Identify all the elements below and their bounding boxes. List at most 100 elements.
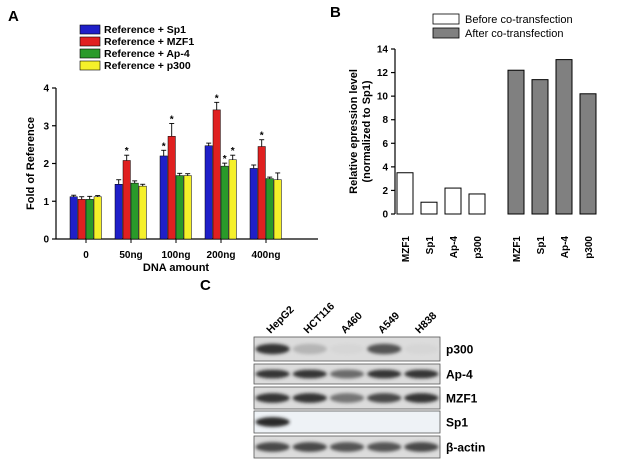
chart-a-bar (85, 199, 94, 240)
chart-b-bar (531, 79, 549, 215)
chart-b-x-tick-label: Ap-4 (449, 236, 460, 259)
chart-b-x-tick-label: MZF1 (512, 236, 523, 263)
chart-b-y-tick-label: 10 (377, 92, 389, 103)
chart-a-x-tick-label: 200ng (207, 250, 236, 261)
chart-a-bar (249, 168, 258, 240)
chart-b-y-tick-label: 4 (382, 162, 388, 173)
chart-a-bar (228, 159, 237, 240)
chart-a-significance-star: * (231, 146, 235, 157)
chart-a-bar (122, 160, 131, 240)
chart-a-legend-swatch (79, 48, 101, 59)
blot-band (404, 393, 439, 403)
chart-a-bar (77, 199, 86, 240)
chart-b-legend-swatch (432, 27, 460, 39)
blot-lane-label: HepG2 (264, 304, 297, 337)
blot-band (329, 442, 365, 452)
chart-a-significance-star: * (162, 141, 166, 152)
blot-strip (253, 410, 441, 434)
chart-b-y-tick-label: 6 (382, 139, 388, 150)
chart-a-legend-swatch (79, 60, 101, 71)
chart-b-bar (555, 59, 573, 215)
chart-a-bar (204, 145, 213, 240)
chart-a-bar (220, 165, 229, 240)
blot-band (367, 393, 402, 403)
blot-lane-label: H838 (413, 310, 439, 336)
blot-band (404, 369, 439, 379)
blot-band (292, 343, 327, 355)
chart-b-bar (468, 193, 486, 215)
chart-b-x-tick-label: Sp1 (425, 236, 436, 255)
blot-band (255, 417, 290, 427)
chart-a-y-tick-label: 4 (43, 84, 49, 95)
blot-band (292, 369, 327, 379)
blot-band (404, 343, 439, 355)
blot-band (367, 369, 402, 379)
panel-letter-a: A (8, 8, 19, 25)
chart-a-x-tick-label: 400ng (252, 250, 281, 261)
chart-b-y-tick-label: 12 (377, 68, 389, 79)
chart-a-y-axis-label: Fold of Reference (25, 117, 37, 210)
chart-a-bar (265, 178, 274, 240)
chart-b-legend-label: Before co-transfection (465, 14, 573, 26)
panel-letter-c: C (200, 277, 211, 294)
chart-a-significance-star: * (260, 131, 264, 142)
blot-band (255, 343, 290, 355)
blot-row-label: MZF1 (446, 392, 478, 406)
chart-a-bar (257, 146, 266, 240)
chart-a-significance-star: * (170, 114, 174, 125)
blot-band (329, 343, 365, 355)
blot-band (329, 393, 365, 403)
chart-b-x-tick-label: Sp1 (536, 236, 547, 255)
chart-a: Fold of Reference DNA amount 0 1 2 3 4 0 50ng 1… (25, 24, 318, 274)
chart-a-bar (130, 182, 139, 240)
chart-b-bar (579, 93, 597, 215)
chart-a-y-tick-label: 3 (43, 121, 49, 132)
blot-lane-label: A549 (376, 310, 402, 336)
chart-b-bar (420, 201, 438, 215)
blot-band (255, 442, 290, 452)
chart-b-x-tick-label: Ap-4 (560, 236, 571, 259)
blot-band (292, 442, 327, 452)
chart-b-y-tick-label: 2 (382, 186, 388, 197)
chart-b-legend-label: After co-transfection (465, 28, 563, 40)
chart-a-significance-star: * (125, 146, 129, 157)
blot-band (292, 393, 327, 403)
blot-row-label: p300 (446, 343, 474, 357)
chart-a-y-tick-label: 2 (43, 159, 49, 170)
chart-b-y-tick-label: 8 (382, 115, 388, 126)
chart-a-legend-label: Reference + Ap-4 (104, 48, 190, 60)
chart-b-x-tick-label: p300 (584, 236, 595, 259)
chart-a-y-tick-label: 1 (43, 197, 49, 208)
chart-a-bar (167, 136, 176, 240)
blot-row-label: Ap-4 (446, 368, 473, 382)
chart-a-bar (138, 185, 147, 240)
chart-a-bar (93, 196, 102, 240)
blot-row-label: Sp1 (446, 416, 468, 430)
chart-a-bar (273, 179, 282, 240)
chart-b-x-tick-label: p300 (473, 236, 484, 259)
blot-band (255, 369, 290, 379)
chart-a-bar (183, 175, 192, 240)
chart-b-legend-swatch (432, 13, 460, 25)
blot-band (367, 343, 402, 355)
chart-a-legend-swatch (79, 24, 101, 35)
chart-a-significance-star: * (215, 93, 219, 104)
chart-b-y-tick-label: 0 (382, 210, 388, 221)
chart-a-x-tick-label: 0 (83, 250, 89, 261)
blot-band (329, 369, 365, 379)
chart-a-bar (175, 175, 184, 240)
chart-a-x-axis-label: DNA amount (143, 262, 210, 274)
chart-b-x-tick-label: MZF1 (401, 236, 412, 263)
chart-a-x-tick-label: 100ng (162, 250, 191, 261)
chart-a-legend-label: Reference + p300 (104, 60, 191, 72)
chart-a-bar (69, 196, 78, 240)
chart-b-bar (444, 187, 462, 215)
chart-b-bar (507, 69, 525, 215)
chart-b-bar (396, 172, 414, 215)
chart-a-y-tick-label: 0 (43, 235, 49, 246)
blot-lane-label: A460 (339, 310, 365, 336)
chart-a-bar (159, 155, 168, 240)
chart-a-legend-swatch (79, 36, 101, 47)
blot-band (255, 393, 290, 403)
chart-a-significance-star: * (223, 154, 227, 165)
